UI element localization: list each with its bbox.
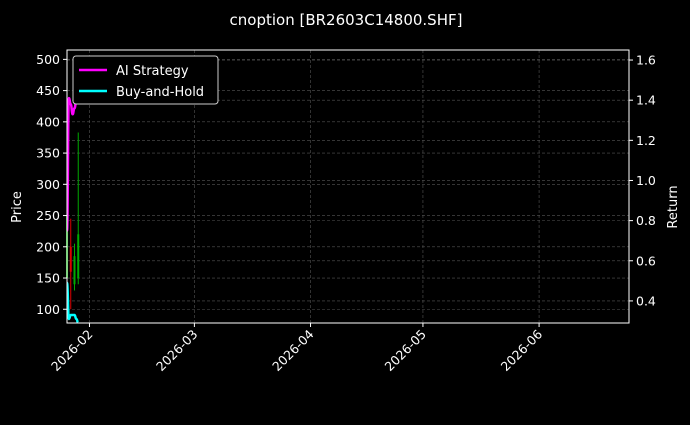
- y-tick-label: 150: [36, 271, 60, 286]
- y-tick-label: 500: [36, 52, 60, 67]
- y-tick-label: 300: [36, 177, 60, 192]
- series-line-buy-and-hold: [67, 281, 80, 323]
- candle-body-down: [69, 246, 72, 272]
- legend-label-buy-and-hold: Buy-and-Hold: [116, 85, 204, 100]
- y-tick-label: 200: [36, 239, 60, 254]
- legend-box: [72, 55, 219, 105]
- candle-body-up: [73, 256, 76, 285]
- y2-tick-label: 0.8: [636, 213, 656, 228]
- y-tick-label: 100: [36, 302, 60, 317]
- y-axis-label: Price: [10, 191, 25, 223]
- chart-title: cnoption [BR2603C14800.SHF]: [230, 11, 463, 29]
- y2-tick-label: 1.2: [636, 133, 656, 148]
- y-tick-label: 350: [36, 146, 60, 161]
- y2-tick-label: 1.4: [636, 93, 656, 108]
- legend: AI Strategy Buy-and-Hold: [72, 55, 219, 105]
- grid: [67, 50, 629, 323]
- plot-frame: [66, 49, 630, 324]
- y-tick-label: 400: [36, 114, 60, 129]
- y2-tick-label: 0.6: [636, 253, 656, 268]
- y-tick-label: 250: [36, 208, 60, 223]
- y2-tick-label: 1.0: [636, 173, 656, 188]
- candle-body-up: [77, 234, 80, 279]
- y2-tick-label: 1.6: [636, 53, 656, 68]
- y2-axis-label: Return: [666, 185, 681, 228]
- y2-tick-label: 0.4: [636, 293, 656, 308]
- y-tick-label: 450: [36, 83, 60, 98]
- legend-label-ai-strategy: AI Strategy: [116, 64, 189, 79]
